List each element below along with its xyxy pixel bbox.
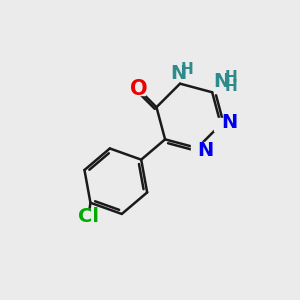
Text: N: N (221, 113, 237, 132)
Text: H: H (225, 70, 238, 85)
Bar (190, 142, 204, 154)
Text: Cl: Cl (79, 207, 100, 226)
Text: N: N (213, 72, 229, 92)
Text: N: N (170, 64, 187, 83)
Bar (80, 209, 98, 223)
Bar (214, 74, 237, 89)
Bar (133, 83, 145, 95)
Text: H: H (225, 79, 238, 94)
Text: N: N (197, 141, 214, 160)
Bar (214, 118, 227, 131)
Text: H: H (181, 62, 193, 77)
Text: O: O (130, 79, 147, 99)
Bar (170, 67, 187, 80)
